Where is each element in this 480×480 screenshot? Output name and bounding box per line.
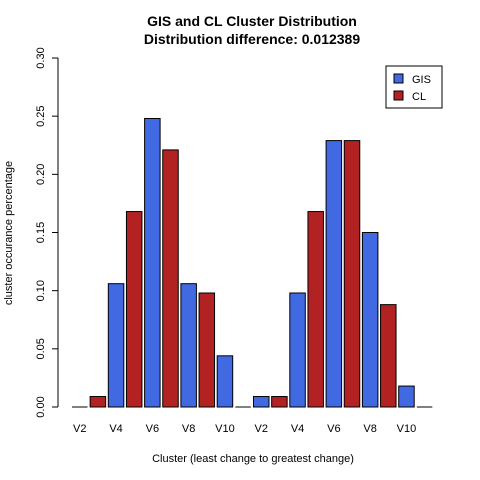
y-axis: 0.00 0.05 0.10 0.15 0.20 0.25 0.30 (35, 47, 59, 418)
y-axis-label: cluster occurance percentage (3, 161, 15, 305)
bar-gis (180, 283, 197, 408)
bar-cl (271, 396, 288, 408)
chart-subtitle: Distribution difference: 0.012389 (144, 31, 361, 47)
x-tick-label: V8 (363, 423, 376, 435)
legend-label-cl: CL (412, 91, 426, 103)
bar-cl (380, 304, 397, 408)
y-tick-label: 0.15 (35, 222, 47, 243)
y-tick-label: 0.00 (35, 396, 47, 417)
bar-gis (144, 117, 161, 408)
bars (72, 117, 433, 408)
bar-gis (216, 355, 234, 408)
bar-gis (253, 396, 270, 408)
y-tick-label: 0.25 (35, 105, 47, 126)
bar-gis (361, 232, 379, 408)
y-tick-label: 0.05 (35, 338, 47, 359)
bar-gis (289, 292, 306, 408)
x-tick-label: V4 (109, 423, 122, 435)
bar-gis (398, 385, 415, 408)
legend-swatch-cl (393, 90, 404, 101)
bar-cl (307, 211, 324, 408)
legend-label-gis: GIS (412, 74, 431, 86)
bar-gis (107, 283, 125, 408)
legend-box (385, 65, 443, 109)
x-tick-label: V6 (146, 423, 159, 435)
x-tick-label: V2 (255, 423, 268, 435)
chart-title: GIS and CL Cluster Distribution (147, 13, 357, 29)
x-tick-label: V10 (397, 423, 417, 435)
bar-cl (89, 396, 107, 408)
bar-cl (125, 211, 143, 408)
bar-cl (162, 149, 179, 408)
y-tick-label: 0.30 (35, 47, 47, 68)
x-tick-label: V2 (73, 423, 86, 435)
x-tick-label: V6 (327, 423, 340, 435)
legend: GIS CL (385, 65, 443, 109)
x-tick-label: V8 (182, 423, 195, 435)
bar-cl (343, 140, 361, 408)
y-tick-label: 0.20 (35, 164, 47, 185)
legend-swatch-gis (393, 73, 404, 84)
x-tick-label: V4 (291, 423, 304, 435)
y-tick-label: 0.10 (35, 280, 47, 301)
bar-cl (198, 292, 216, 408)
bar-gis (325, 140, 343, 408)
x-axis-label: Cluster (least change to greatest change… (152, 453, 354, 465)
x-tick-label: V10 (215, 423, 235, 435)
x-axis: V2 V4 V6 V8 V10 V2 V4 V6 V8 V10 (73, 423, 416, 435)
